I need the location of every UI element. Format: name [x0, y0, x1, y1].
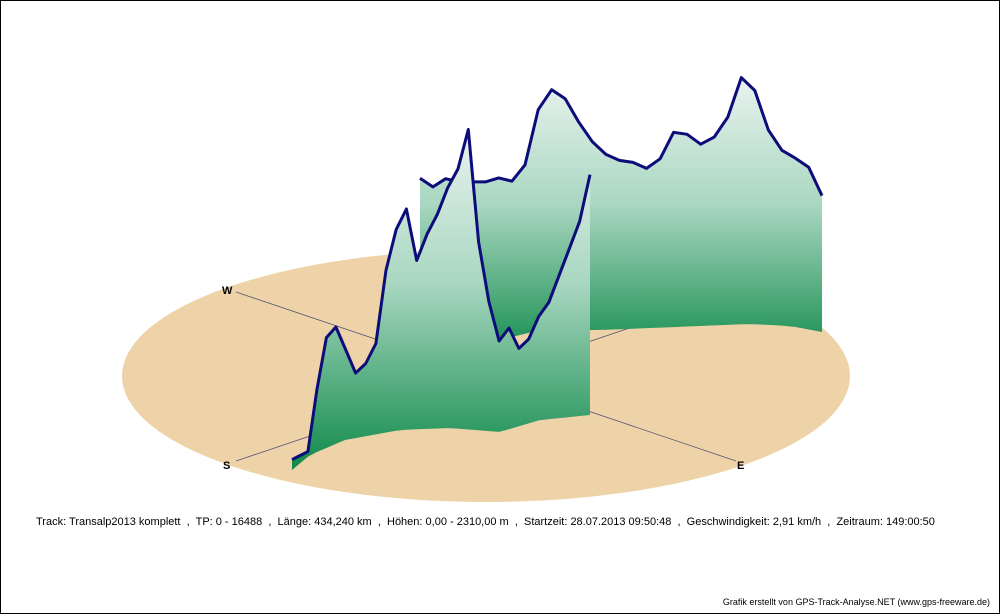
caption-separator: , — [262, 516, 278, 528]
caption-separator: , — [508, 516, 524, 528]
caption-duration: Zeitraum: 149:00:50 — [836, 516, 935, 528]
compass-east-label: E — [737, 460, 744, 472]
caption-separator: , — [671, 516, 687, 528]
caption-length: Länge: 434,240 km — [277, 516, 372, 528]
caption-separator: , — [180, 516, 196, 528]
caption-separator: , — [821, 516, 837, 528]
credit-text: Grafik erstellt von GPS-Track-Analyse.NE… — [722, 597, 990, 607]
elevation-curtains — [291, 76, 824, 470]
compass-west-label: W — [222, 285, 233, 297]
elevation-curtain-segment-1 — [292, 129, 590, 470]
elevation-curtain-segment-2 — [420, 77, 822, 360]
track-elevation-line-segment-1 — [291, 128, 592, 461]
caption-track: Track: Transalp2013 komplett — [36, 516, 181, 528]
caption-speed: Geschwindigkeit: 2,91 km/h — [686, 516, 822, 528]
caption-points: TP: 0 - 16488 — [195, 516, 263, 528]
caption-separator: , — [371, 516, 387, 528]
track-info-caption: Track: Transalp2013 komplett , TP: 0 - 1… — [36, 516, 935, 528]
compass-south-label: S — [223, 460, 230, 472]
track-elevation-line-segment-2 — [419, 76, 824, 197]
caption-start: Startzeit: 28.07.2013 09:50:48 — [523, 516, 672, 528]
caption-heights: Höhen: 0,00 - 2310,00 m — [387, 516, 509, 528]
